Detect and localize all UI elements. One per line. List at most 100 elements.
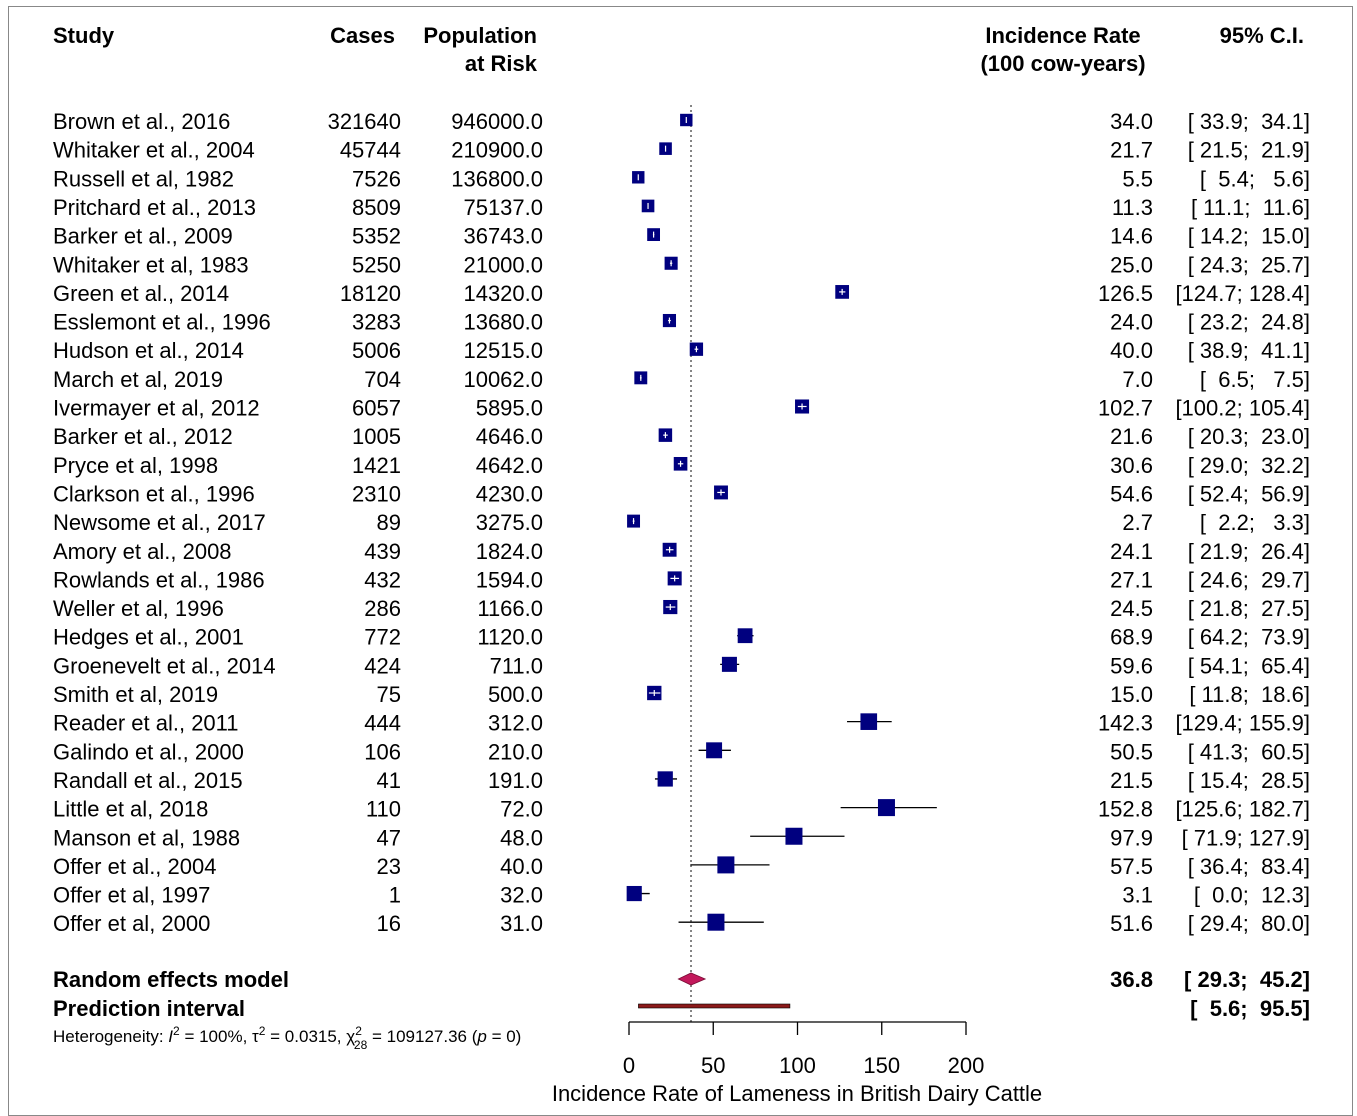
study-population: 10062.0 [463, 367, 543, 392]
study-ci: [ 33.9; 34.1] [1188, 109, 1310, 134]
study-name: Russell et al, 1982 [53, 166, 234, 191]
study-name: Smith et al, 2019 [53, 682, 218, 707]
study-cases: 45744 [340, 138, 401, 163]
study-population: 1824.0 [476, 539, 543, 564]
study-rate: 102.7 [1098, 396, 1153, 421]
study-box [657, 771, 673, 787]
study-population: 3275.0 [476, 510, 543, 535]
random-effects-label: Random effects model [53, 967, 289, 992]
x-axis-tick-label: 150 [863, 1053, 900, 1078]
header-rate-2: (100 cow-years) [980, 51, 1145, 76]
study-name: Offer et al., 2004 [53, 854, 216, 879]
study-rate: 25.0 [1110, 252, 1153, 277]
study-ci: [ 24.3; 25.7] [1188, 252, 1310, 277]
study-cases: 106 [364, 739, 401, 764]
study-cases: 75 [377, 682, 401, 707]
study-name: Randall et al., 2015 [53, 768, 243, 793]
study-name: Brown et al., 2016 [53, 109, 230, 134]
study-name: Barker et al., 2012 [53, 424, 233, 449]
study-ci: [ 2.2; 3.3] [1200, 510, 1310, 535]
study-rate: 152.8 [1098, 797, 1153, 822]
prediction-interval-ci: [ 5.6; 95.5] [1190, 996, 1310, 1021]
study-cases: 704 [364, 367, 401, 392]
study-name: Rowlands et al., 1986 [53, 567, 265, 592]
study-rate: 57.5 [1110, 854, 1153, 879]
study-population: 48.0 [500, 825, 543, 850]
study-population: 500.0 [488, 682, 543, 707]
study-rate: 27.1 [1110, 567, 1153, 592]
study-name: Whitaker et al., 2004 [53, 138, 255, 163]
study-rate: 24.5 [1110, 596, 1153, 621]
prediction-interval-bar [638, 1003, 791, 1009]
study-name: March et al, 2019 [53, 367, 223, 392]
study-population: 210900.0 [451, 138, 543, 163]
study-ci: [ 71.9; 127.9] [1182, 825, 1310, 850]
study-cases: 16 [377, 911, 401, 936]
study-rate: 59.6 [1110, 653, 1153, 678]
study-population: 5895.0 [476, 396, 543, 421]
study-population: 1594.0 [476, 567, 543, 592]
study-population: 1166.0 [477, 596, 543, 621]
study-ci: [129.4; 155.9] [1175, 711, 1310, 736]
study-rate: 34.0 [1110, 109, 1153, 134]
study-cases: 444 [364, 711, 401, 736]
study-population: 31.0 [500, 911, 543, 936]
study-box [721, 656, 737, 672]
study-ci: [ 24.6; 29.7] [1188, 567, 1310, 592]
study-name: Groenevelt et al., 2014 [53, 653, 276, 678]
study-cases: 5006 [352, 338, 401, 363]
study-population: 72.0 [500, 797, 543, 822]
study-rate: 50.5 [1110, 739, 1153, 764]
study-ci: [ 29.4; 80.0] [1188, 911, 1310, 936]
study-box [737, 628, 753, 644]
study-cases: 2310 [352, 481, 401, 506]
study-population: 4642.0 [476, 453, 543, 478]
study-population: 40.0 [500, 854, 543, 879]
study-cases: 8509 [352, 195, 401, 220]
study-cases: 1421 [352, 453, 401, 478]
study-ci: [ 52.4; 56.9] [1188, 481, 1310, 506]
study-cases: 6057 [352, 396, 401, 421]
study-population: 13680.0 [463, 310, 543, 335]
study-ci: [ 41.3; 60.5] [1188, 739, 1310, 764]
study-name: Offer et al, 1997 [53, 883, 210, 908]
study-population: 12515.0 [463, 338, 543, 363]
study-cases: 41 [377, 768, 401, 793]
header-study: Study [53, 23, 115, 48]
study-cases: 18120 [340, 281, 401, 306]
study-population: 36743.0 [463, 224, 543, 249]
study-cases: 286 [364, 596, 401, 621]
study-box [785, 827, 803, 845]
study-ci: [ 21.9; 26.4] [1188, 539, 1310, 564]
random-effects-diamond [677, 972, 707, 986]
study-rate: 142.3 [1098, 711, 1153, 736]
study-ci: [ 15.4; 28.5] [1188, 768, 1310, 793]
study-rate: 24.1 [1110, 539, 1153, 564]
study-cases: 47 [377, 825, 401, 850]
study-ci: [ 29.0; 32.2] [1188, 453, 1310, 478]
study-population: 32.0 [500, 883, 543, 908]
study-name: Clarkson et al., 1996 [53, 481, 255, 506]
study-rate: 3.1 [1122, 883, 1153, 908]
header-population: Population [423, 23, 537, 48]
study-ci: [ 21.5; 21.9] [1188, 138, 1310, 163]
study-name: Barker et al., 2009 [53, 224, 233, 249]
study-population: 191.0 [488, 768, 543, 793]
study-rate: 5.5 [1122, 166, 1153, 191]
study-name: Pryce et al, 1998 [53, 453, 218, 478]
study-box [717, 856, 735, 874]
study-name: Reader et al., 2011 [53, 711, 239, 736]
study-rate: 68.9 [1110, 625, 1153, 650]
study-rate: 21.6 [1110, 424, 1153, 449]
study-name: Esslemont et al., 1996 [53, 310, 271, 335]
study-rate: 21.5 [1110, 768, 1153, 793]
study-rate: 11.3 [1112, 195, 1153, 220]
x-axis-label: Incidence Rate of Lameness in British Da… [552, 1081, 1042, 1106]
study-population: 946000.0 [451, 109, 543, 134]
study-name: Hedges et al., 2001 [53, 625, 244, 650]
x-axis: 0 50 100 150 200 [623, 1021, 984, 1078]
study-rate: 51.6 [1110, 911, 1153, 936]
study-rows: Brown et al., 2016 321640 946000.0 34.0 [ 33… [53, 109, 1310, 936]
study-rate: 97.9 [1110, 825, 1153, 850]
